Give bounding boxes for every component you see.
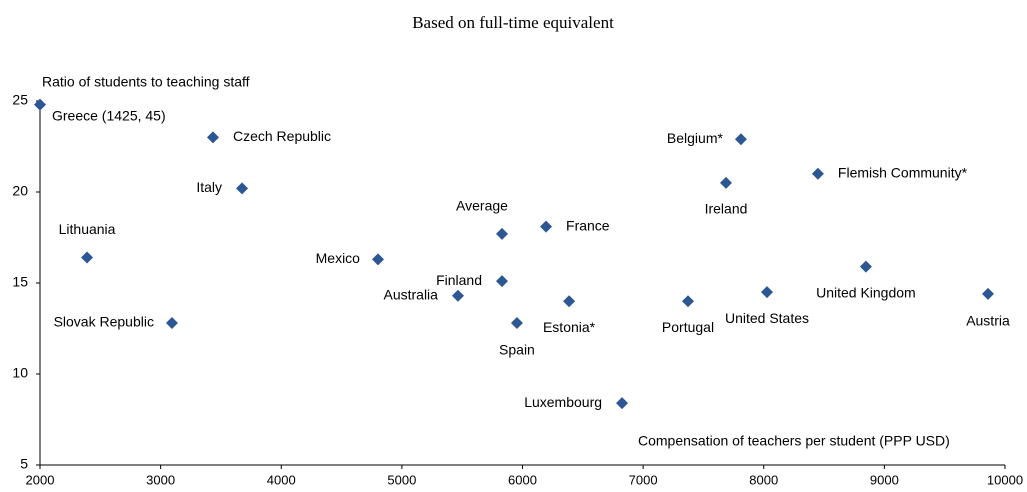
point — [981, 287, 994, 300]
x-tick-label: 8000 — [749, 472, 778, 487]
point-label: Lithuania — [59, 221, 116, 237]
point — [495, 227, 508, 240]
chart-title: Based on full-time equivalent — [412, 13, 614, 32]
point — [540, 220, 553, 233]
point — [165, 317, 178, 330]
point-label: United States — [725, 310, 809, 326]
y-tick-label: 10 — [12, 365, 28, 381]
point — [563, 295, 576, 308]
point-label: Ireland — [705, 201, 748, 217]
y-tick-label: 15 — [12, 274, 28, 290]
x-tick-label: 3000 — [146, 472, 175, 487]
point — [495, 275, 508, 288]
point — [811, 167, 824, 180]
point-label: Austria — [966, 313, 1010, 329]
point-label: Estonia* — [543, 319, 596, 335]
x-tick-label: 9000 — [870, 472, 899, 487]
point-label: Mexico — [316, 250, 361, 266]
point — [719, 176, 732, 189]
point — [34, 98, 46, 111]
point — [734, 133, 747, 146]
y-tick-label: 25 — [12, 92, 28, 108]
point-label: Spain — [499, 342, 535, 358]
point-label: Slovak Republic — [54, 314, 154, 330]
point-label: Greece (1425, 45) — [52, 107, 166, 123]
point-label: Czech Republic — [233, 128, 331, 144]
point-label: United Kingdom — [816, 284, 916, 300]
point — [510, 317, 523, 330]
x-tick-label: 5000 — [387, 472, 416, 487]
point-label: Australia — [383, 286, 438, 302]
point — [371, 253, 384, 266]
x-tick-label: 2000 — [26, 472, 55, 487]
y-axis-label: Ratio of students to teaching staff — [42, 74, 250, 90]
point-label: Average — [456, 198, 508, 214]
point-label: Finland — [436, 272, 482, 288]
x-tick-label: 4000 — [267, 472, 296, 487]
point-label: Flemish Community* — [838, 165, 968, 181]
y-tick-label: 5 — [20, 456, 28, 472]
point — [761, 286, 774, 299]
x-tick-label: 10000 — [987, 472, 1023, 487]
x-tick-label: 6000 — [508, 472, 537, 487]
point — [681, 295, 694, 308]
point — [616, 397, 629, 410]
point-label: Italy — [196, 179, 222, 195]
point-label: Portugal — [662, 319, 714, 335]
point — [451, 289, 464, 302]
point-label: Belgium* — [667, 130, 724, 146]
x-tick-label: 7000 — [629, 472, 658, 487]
point — [81, 251, 94, 264]
point — [859, 260, 872, 273]
x-axis-label: Compensation of teachers per student (PP… — [638, 433, 950, 449]
point-label: France — [566, 217, 610, 233]
point-label: Luxembourg — [524, 394, 602, 410]
point — [236, 182, 249, 195]
y-tick-label: 20 — [12, 183, 28, 199]
point — [206, 131, 219, 144]
